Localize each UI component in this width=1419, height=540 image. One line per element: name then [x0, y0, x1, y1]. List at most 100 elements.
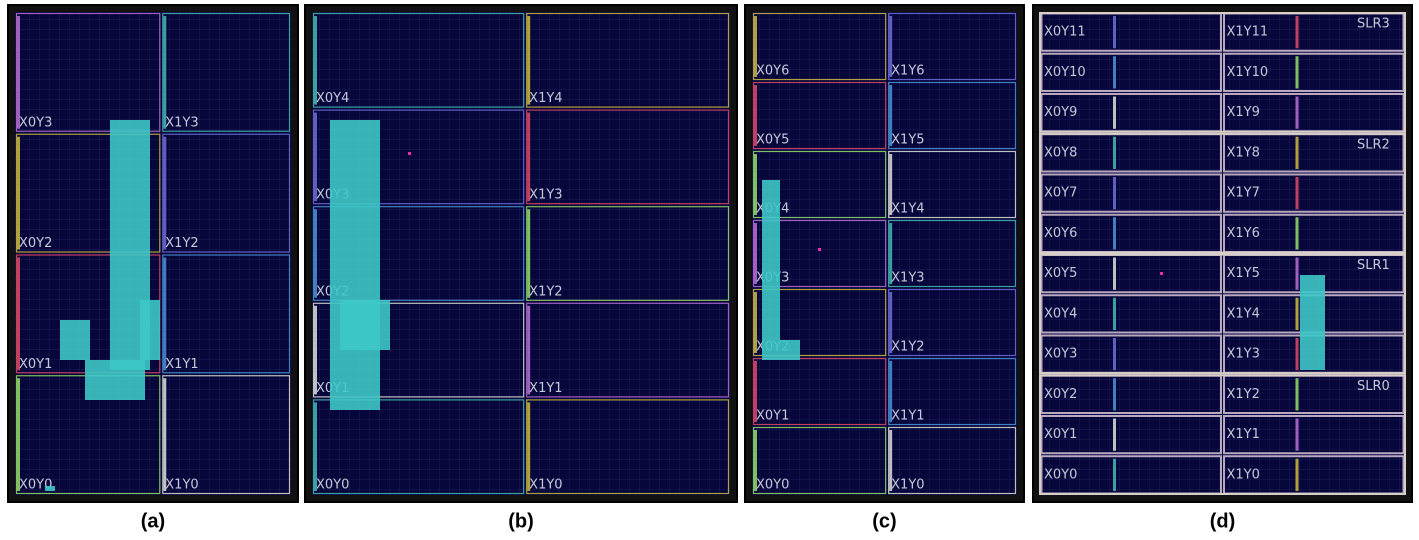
region-label: X0Y2: [19, 236, 52, 251]
clock-region: [15, 12, 161, 132]
clock-region: [888, 81, 1017, 150]
clock-region: [1223, 173, 1405, 213]
region-label: X1Y3: [529, 188, 562, 203]
region-bar: [889, 430, 893, 491]
region-bar: [1113, 136, 1116, 169]
region-bar: [1113, 338, 1116, 371]
clock-region: [526, 206, 730, 301]
clock-region: [312, 399, 525, 495]
clock-region: [752, 219, 887, 288]
panel-caption: (b): [508, 510, 534, 532]
slr-boundary: [1039, 12, 1406, 133]
region-bar: [1295, 257, 1299, 290]
panel-caption: (d): [1210, 510, 1236, 532]
placed-cells: [762, 180, 780, 360]
region-label: X1Y4: [891, 202, 924, 217]
region-bar: [17, 378, 20, 491]
region-bar: [1113, 257, 1116, 290]
clock-region: [526, 399, 730, 495]
region-bar: [314, 402, 317, 491]
clock-region: [888, 357, 1017, 426]
region-label: X0Y1: [756, 409, 789, 424]
region-label: X0Y2: [1044, 387, 1077, 402]
region-label: X1Y2: [1227, 387, 1260, 402]
device-area: [15, 12, 291, 495]
region-bar: [163, 257, 167, 371]
region-bar: [754, 16, 757, 77]
region-bar: [1113, 418, 1116, 451]
region-bar: [17, 16, 20, 129]
region-bar: [314, 305, 317, 395]
region-bar: [1113, 378, 1116, 411]
region-label: X0Y0: [756, 478, 789, 493]
region-bar: [1113, 217, 1116, 250]
placed-cells: [140, 300, 160, 360]
clock-region: [1040, 52, 1222, 92]
region-label: X0Y11: [1044, 25, 1086, 40]
region-label: X1Y1: [529, 381, 562, 396]
region-label: X0Y3: [19, 115, 52, 130]
region-label: X1Y0: [165, 478, 198, 493]
region-bar: [1295, 56, 1299, 89]
region-label: X1Y9: [1227, 105, 1260, 120]
region-label: X1Y4: [529, 91, 562, 106]
region-bar: [1295, 136, 1299, 169]
region-bar: [1295, 418, 1299, 451]
region-bar: [163, 136, 167, 250]
region-label: X1Y2: [891, 340, 924, 355]
clock-region: [162, 254, 291, 374]
clock-region: [1040, 294, 1222, 334]
clock-region: [888, 219, 1017, 288]
region-label: X0Y1: [19, 357, 52, 372]
panel: X0Y3 X1Y3 X0Y2 X1Y2 X0Y1 X1Y1 X0Y0 X1Y0: [7, 4, 299, 503]
placed-cells: [340, 300, 390, 350]
region-label: X1Y0: [891, 478, 924, 493]
region-bar: [527, 305, 531, 395]
region-bar: [889, 292, 893, 353]
region-label: X0Y5: [756, 133, 789, 148]
placed-cells: [408, 152, 411, 155]
region-bar: [17, 136, 20, 250]
slr-label: SLR1: [1357, 258, 1390, 273]
region-bar: [1295, 458, 1299, 491]
region-label: X0Y0: [316, 478, 349, 493]
region-label: X1Y0: [529, 478, 562, 493]
clock-region: [312, 12, 525, 108]
region-bar: [1113, 16, 1116, 49]
region-label: X0Y10: [1044, 65, 1086, 80]
clock-region: [312, 302, 525, 398]
region-label: X0Y8: [1044, 145, 1077, 160]
region-label: X1Y5: [891, 133, 924, 148]
region-bar: [889, 154, 893, 215]
region-bar: [889, 85, 893, 146]
region-label: X0Y0: [19, 478, 52, 493]
slr-boundary: [1039, 132, 1406, 254]
region-bar: [1113, 177, 1116, 210]
region-bar: [1295, 177, 1299, 210]
region-label: X0Y5: [1044, 266, 1077, 281]
region-label: X1Y1: [1227, 427, 1260, 442]
panel: X0Y11 X1Y11 X0Y10 X1Y10 X0Y9 X1Y9 X0Y8 X1Y8 X0Y7…: [1032, 4, 1413, 503]
region-bar: [17, 257, 20, 371]
region-label: X1Y10: [1227, 65, 1269, 80]
clock-region: [752, 150, 887, 219]
region-label: X1Y2: [529, 284, 562, 299]
placed-cells: [60, 320, 90, 360]
region-bar: [889, 16, 893, 77]
region-label: X1Y7: [1227, 186, 1260, 201]
clock-region: [752, 288, 887, 357]
clock-region: [526, 12, 730, 108]
region-bar: [754, 85, 757, 146]
region-label: X0Y6: [756, 64, 789, 79]
region-label: X0Y4: [1044, 306, 1077, 321]
region-label: X1Y5: [1227, 266, 1260, 281]
placed-cells: [85, 360, 145, 400]
region-label: X0Y3: [1044, 347, 1077, 362]
region-label: X0Y9: [1044, 105, 1077, 120]
region-bar: [314, 209, 317, 298]
region-bar: [754, 223, 757, 284]
region-bar: [1295, 338, 1299, 371]
slr-boundary: [1039, 374, 1406, 495]
placed-cells: [45, 486, 55, 491]
